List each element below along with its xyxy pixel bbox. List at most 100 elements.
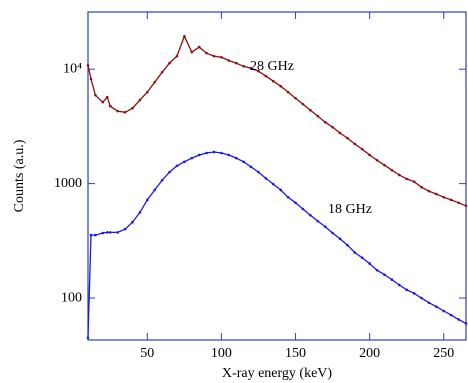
data-point [294,96,297,100]
data-point [442,309,446,313]
data-point [368,262,371,265]
data-point [153,80,157,84]
data-point [346,136,349,140]
data-point [183,34,186,38]
x-tick-label: 50 [140,346,154,361]
data-point [375,268,379,272]
data-point [168,170,171,174]
data-point [390,278,394,281]
data-point [190,50,194,54]
data-point [108,104,112,108]
data-point [383,273,386,276]
data-point [227,153,231,157]
data-point [338,237,342,241]
data-point [242,160,245,164]
data-point [101,231,105,235]
data-point [323,225,327,229]
data-point [316,114,320,118]
data-point [420,296,423,300]
data-point [183,160,186,164]
data-point [175,54,179,58]
data-point [123,110,127,114]
data-point [145,198,149,202]
data-point [405,288,409,292]
data-point [153,188,157,192]
data-point [264,74,268,78]
data-point [257,170,260,174]
data-point [205,151,208,155]
plot-frame [87,11,467,341]
data-point [435,305,438,309]
data-point [138,211,142,214]
x-tick-label: 100 [211,346,232,361]
data-point [375,158,379,162]
data-point [286,90,290,94]
data-point [449,313,453,317]
data-point [89,233,93,237]
data-point [249,165,253,169]
data-point [271,182,275,186]
data-point [94,233,97,237]
y-axis-label: Counts (a.u.) [12,139,27,212]
data-point [131,106,134,110]
data-point [449,198,453,202]
data-point [234,61,238,65]
data-point [101,100,105,104]
data-point [331,125,334,129]
data-point [397,283,401,287]
data-point [212,150,216,154]
data-point [346,243,349,247]
data-point [271,79,275,83]
data-point [220,56,223,59]
data-point [383,163,386,167]
data-point [197,153,201,157]
data-point [168,61,171,65]
data-point [242,64,245,68]
data-point [420,185,423,189]
data-point [190,156,194,160]
data-point [89,77,93,81]
data-point [301,102,305,106]
data-point [360,256,364,260]
data-point [390,168,394,172]
data-point [457,318,460,321]
data-point [279,84,283,88]
data-point [131,220,134,224]
data-point [105,231,109,234]
x-tick-label: 150 [285,346,306,361]
data-point [412,180,416,183]
data-point [309,213,312,217]
data-point [220,151,223,155]
series-label: 18 GHz [328,202,372,217]
data-point [464,322,468,325]
data-point [234,156,238,160]
data-point [108,231,112,234]
data-point [197,45,201,49]
data-point [368,153,371,157]
data-point [316,219,320,223]
data-point [86,64,90,67]
data-point [353,142,357,146]
data-point [86,336,90,340]
data-point [397,173,401,177]
data-point [264,177,268,180]
data-point [442,195,446,199]
data-point [286,195,290,199]
data-point [160,70,164,74]
data-point [323,120,327,124]
data-point [360,147,364,151]
x-tick-label: 250 [433,346,454,361]
data-point [212,54,216,58]
x-axis-label: X-ray energy (keV) [222,366,332,381]
data-point [294,201,297,205]
y-tick-label: 10⁴ [63,61,82,76]
data-point [105,95,109,99]
data-point [116,109,119,113]
data-point [457,201,460,205]
data-point [338,131,342,135]
data-point [427,301,431,305]
data-point [257,69,260,73]
data-point [427,189,431,193]
data-point [138,98,142,102]
